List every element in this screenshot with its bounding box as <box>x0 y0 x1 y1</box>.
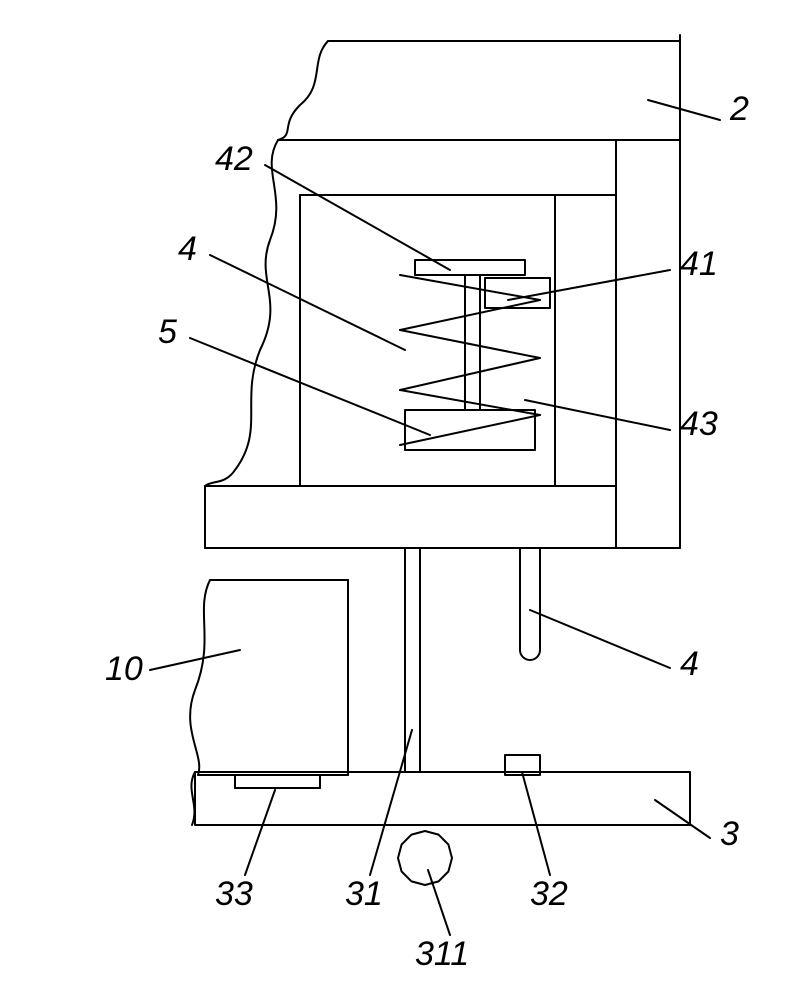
label-l4a: 4 <box>178 230 197 268</box>
leader-l33 <box>245 790 275 875</box>
label-l33: 33 <box>215 875 253 913</box>
label-l10: 10 <box>105 650 143 688</box>
wavy-low1 <box>190 580 210 775</box>
leader-l42 <box>265 165 450 270</box>
label-l3: 3 <box>720 815 739 853</box>
label-l4b: 4 <box>680 645 699 683</box>
label-l42: 42 <box>215 140 253 178</box>
label-l41: 41 <box>680 245 718 283</box>
spring-seg-1 <box>400 300 540 330</box>
leader-l2 <box>648 100 720 120</box>
spring-seg-2 <box>400 330 540 358</box>
leader-l5 <box>190 338 430 435</box>
technical-diagram: 2 42 4 41 5 43 4 10 33 31 32 311 3 <box>0 0 796 1000</box>
label-l31: 31 <box>345 875 383 913</box>
leader-l4b <box>530 610 670 668</box>
label-l32: 32 <box>530 875 568 913</box>
label-l5: 5 <box>158 313 177 351</box>
wavy-top <box>278 41 328 140</box>
label-l311: 311 <box>415 935 469 973</box>
spring-seg-3 <box>400 358 540 390</box>
leader-l32 <box>522 772 550 875</box>
label-l2: 2 <box>729 90 749 128</box>
part-41 <box>485 278 550 308</box>
leader-l41 <box>508 270 670 300</box>
spring-seg-4 <box>400 390 540 415</box>
wavy-mid <box>205 140 278 486</box>
label-l43: 43 <box>680 405 718 443</box>
leader-l31 <box>370 730 412 875</box>
part-311 <box>398 831 452 885</box>
pin-arc <box>520 650 540 660</box>
spring-seg-5 <box>400 415 540 445</box>
leader-l43 <box>525 400 670 430</box>
part-3 <box>195 772 690 825</box>
leader-l10 <box>150 650 240 670</box>
leader-l4a <box>210 255 405 350</box>
leader-l3 <box>655 800 710 838</box>
part-42 <box>415 260 525 275</box>
